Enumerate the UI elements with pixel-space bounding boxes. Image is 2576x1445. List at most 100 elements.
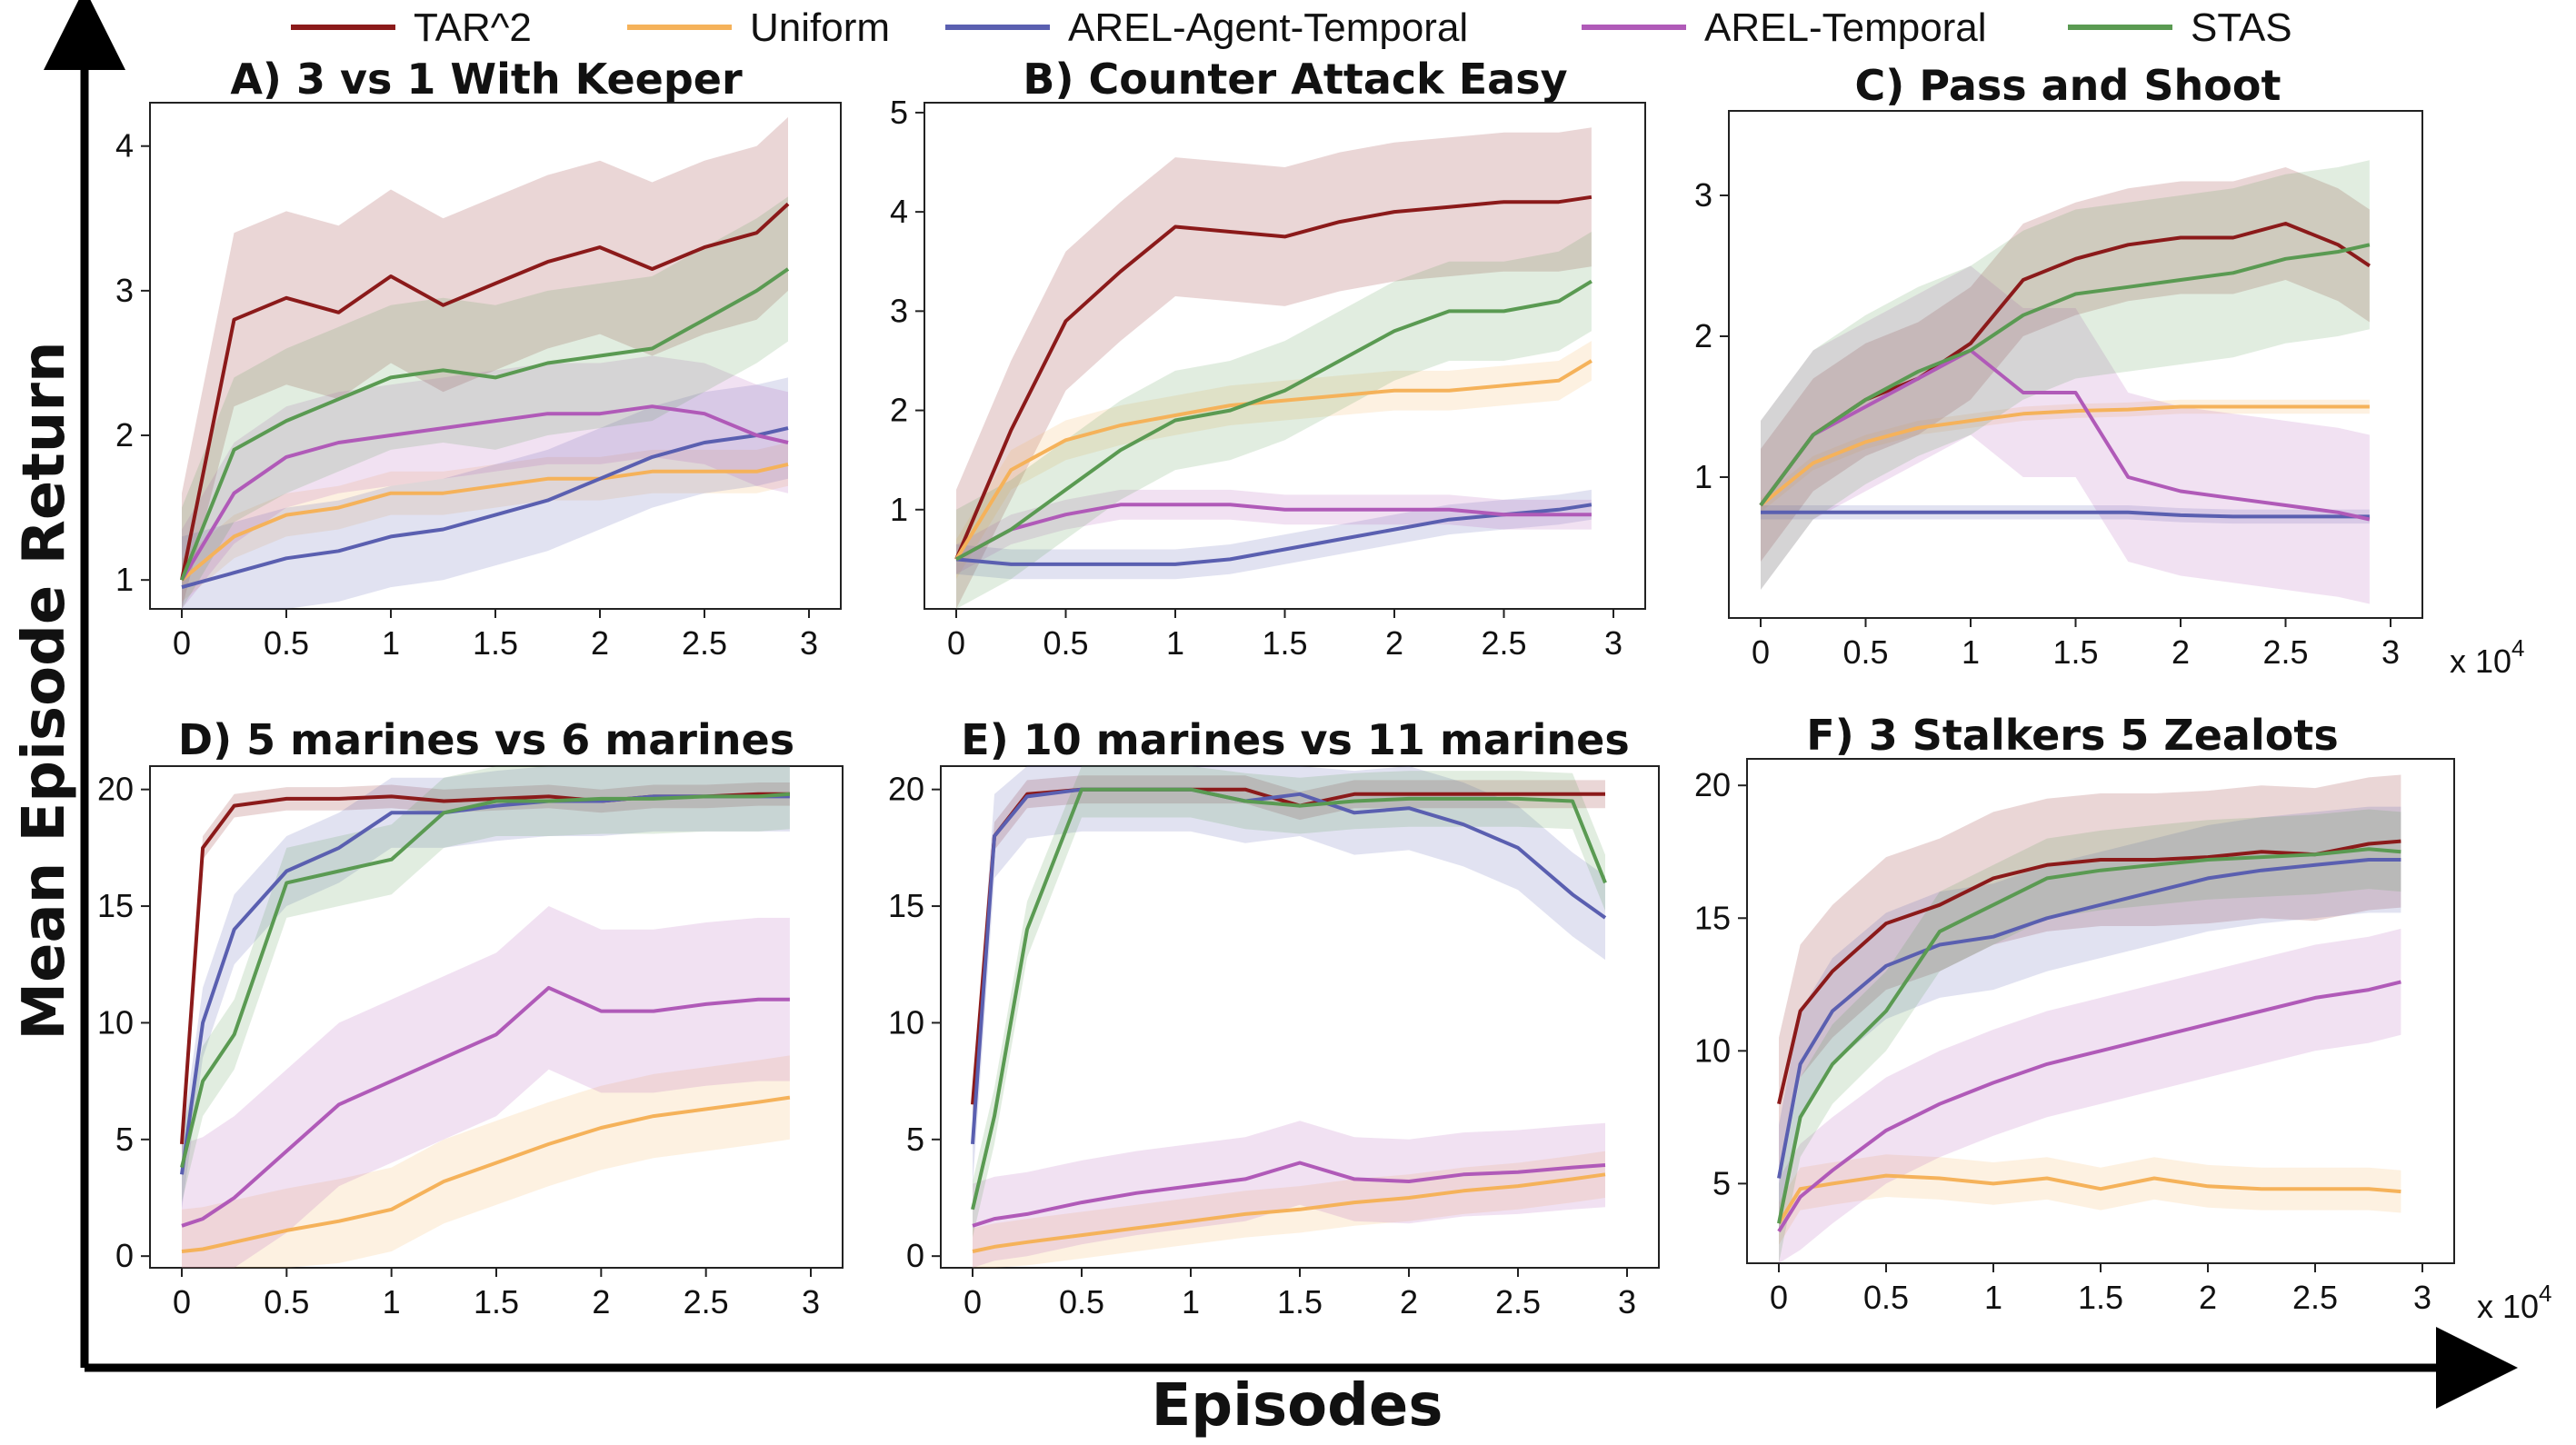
y-tick-label-0-2: 3 (115, 272, 134, 309)
series-line-4-2 (971, 787, 1607, 1145)
y-tick-label-1-4: 5 (890, 94, 908, 131)
x-tick-label-5-4: 2 (2199, 1279, 2217, 1316)
x-tick-label-4-2: 1 (1182, 1283, 1200, 1320)
legend-label-0: TAR^2 (414, 5, 532, 50)
x-tick-label-2-1: 0.5 (1842, 633, 1888, 671)
band-4-2 (973, 766, 1605, 1187)
y-tick-label-3-3: 15 (97, 887, 134, 924)
legend: TAR^2 Uniform AREL-Agent-Temporal AREL-Temp… (291, 5, 2292, 50)
band-4-4 (973, 766, 1605, 1238)
band-5-4 (1779, 809, 2401, 1263)
series-line-0-1 (180, 462, 789, 582)
x-tick-label-4-0: 0 (964, 1283, 982, 1320)
series-line-0-4 (180, 267, 790, 581)
figure-xlabel: Episodes (1152, 1372, 1443, 1440)
x-tick-label-3-0: 0 (173, 1283, 191, 1320)
series-line-2-3 (1759, 348, 2371, 522)
band-2-4 (1761, 160, 2370, 591)
band-0-1 (182, 443, 788, 602)
series-line-4-3 (972, 1161, 1606, 1228)
panel-title-1: B) Counter Attack Easy (1023, 55, 1567, 104)
y-tick-label-2-0: 1 (1694, 458, 1712, 495)
x-multiplier-1: x 104 (2477, 1280, 2552, 1325)
series-line-3-4 (180, 792, 791, 1169)
legend-label-3: AREL-Temporal (1704, 5, 1987, 50)
x-tick-label-0-4: 2 (591, 624, 609, 662)
x-tick-label-2-5: 2.5 (2262, 633, 2308, 671)
x-tick-label-1-4: 2 (1385, 624, 1403, 662)
x-tick-label-3-1: 0.5 (264, 1283, 309, 1320)
figure-ylabel: Mean Episode Return (11, 341, 78, 1040)
chart-panel-1: B) Counter Attack Easy 0 0.5 1 1.5 2 2.5 3 1 2 3 4 5 (890, 55, 1646, 662)
series-line-0-0 (180, 202, 790, 581)
chart-panel-4: E) 10 marines vs 11 marines 0 0.5 1 1.5 2 2.5 3… (888, 715, 1660, 1320)
y-tick-label-4-4: 20 (888, 771, 924, 808)
x-tick-label-2-3: 1.5 (2052, 633, 2098, 671)
x-tick-label-0-0: 0 (173, 624, 191, 662)
series-line-1-4 (955, 279, 1593, 562)
band-1-2 (956, 489, 1592, 580)
y-tick-label-4-0: 0 (906, 1237, 924, 1274)
series-line-4-1 (972, 1172, 1606, 1253)
y-tick-label-0-1: 2 (115, 416, 134, 453)
band-2-2 (1761, 505, 2370, 524)
series-line-3-1 (181, 1095, 791, 1253)
band-1-0 (956, 127, 1592, 610)
band-0-4 (182, 196, 788, 609)
x-tick-label-0-5: 2.5 (682, 624, 727, 662)
plot-frame-3 (149, 765, 844, 1269)
chart-panel-0: A) 3 vs 1 With Keeper 0 0.5 1 1.5 2 2.5 3 1 2 3 4 (115, 55, 842, 662)
x-tick-label-2-6: 3 (2381, 633, 2400, 671)
x-tick-label-0-6: 3 (800, 624, 818, 662)
y-tick-label-4-3: 15 (888, 887, 924, 924)
chart-panel-5: F) 3 Stalkers 5 Zealots 0 0.5 1 1.5 2 2.5 3 5 10 1… (1694, 711, 2455, 1316)
y-tick-label-1-3: 4 (890, 193, 908, 230)
series-line-0-2 (181, 426, 789, 590)
y-tick-label-4-1: 5 (906, 1121, 924, 1158)
series-line-5-3 (1777, 980, 2401, 1232)
x-tick-label-1-6: 3 (1604, 624, 1622, 662)
series-line-2-2 (1761, 510, 2370, 519)
y-tick-label-4-2: 10 (888, 1003, 924, 1041)
series-line-1-0 (954, 194, 1593, 561)
y-tick-label-5-1: 10 (1694, 1031, 1731, 1069)
series-line-2-1 (1759, 404, 2370, 507)
panel-title-4: E) 10 marines vs 11 marines (961, 715, 1629, 764)
series-line-5-1 (1777, 1173, 2401, 1225)
y-tick-label-1-1: 2 (890, 392, 908, 429)
series-line-2-4 (1759, 243, 2371, 507)
y-tick-label-3-1: 5 (115, 1121, 134, 1158)
x-tick-label-1-0: 0 (947, 624, 965, 662)
x-tick-label-5-3: 1.5 (2078, 1279, 2123, 1316)
legend-label-4: STAS (2191, 5, 2292, 50)
y-tick-label-1-0: 1 (890, 491, 908, 528)
band-1-4 (956, 232, 1592, 609)
y-tick-label-0-0: 1 (115, 561, 134, 598)
series-line-4-4 (971, 787, 1607, 1211)
x-tick-label-1-2: 1 (1166, 624, 1184, 662)
band-3-3 (182, 906, 790, 1268)
x-tick-label-1-3: 1.5 (1262, 624, 1307, 662)
x-tick-label-3-6: 3 (802, 1283, 820, 1320)
y-tick-label-1-2: 3 (890, 292, 908, 329)
band-3-2 (182, 766, 790, 1210)
x-tick-label-1-5: 2.5 (1481, 624, 1526, 662)
plot-frame-2 (1728, 110, 2423, 619)
y-tick-label-2-1: 2 (1694, 317, 1712, 354)
x-tick-label-3-4: 2 (592, 1283, 610, 1320)
band-1-1 (956, 341, 1592, 580)
chart-panel-3: D) 5 marines vs 6 marines 0 0.5 1 1.5 2 2.5 3 0 5… (97, 715, 844, 1320)
band-5-3 (1779, 928, 2401, 1263)
panel-title-0: A) 3 vs 1 With Keeper (230, 55, 743, 104)
x-tick-label-4-5: 2.5 (1495, 1283, 1541, 1320)
x-tick-label-3-2: 1 (383, 1283, 401, 1320)
band-0-3 (182, 355, 788, 609)
panels: A) 3 vs 1 With Keeper 0 0.5 1 1.5 2 2.5 3 1 2 3 4 B)… (97, 55, 2552, 1325)
band-5-2 (1779, 806, 2401, 1231)
series-line-5-2 (1777, 858, 2401, 1179)
band-0-0 (182, 116, 788, 609)
y-tick-label-3-0: 0 (115, 1237, 134, 1274)
y-tick-label-2-2: 3 (1694, 176, 1712, 214)
band-2-0 (1761, 167, 2370, 562)
